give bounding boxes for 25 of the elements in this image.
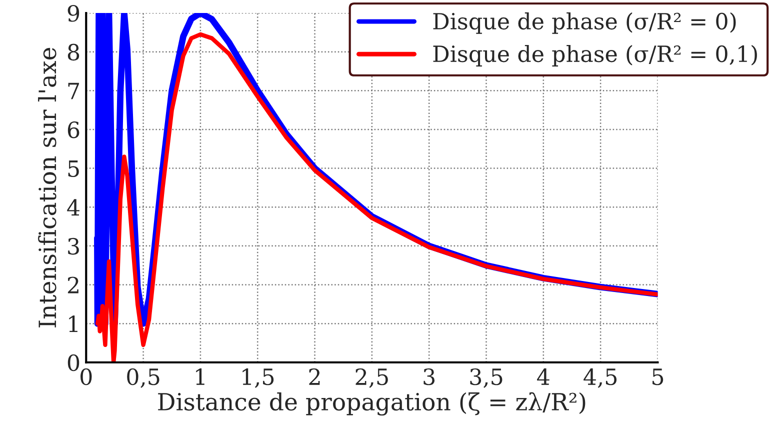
x-tick-label: 2 xyxy=(309,368,320,385)
y-tick-label: 3 xyxy=(68,238,79,255)
y-tick-label: 7 xyxy=(68,82,79,100)
y-tick-label: 6 xyxy=(68,121,80,138)
x-tick-label: 3,5 xyxy=(470,368,502,388)
x-axis-title: Distance de propagation (ζ = zλ/R²) xyxy=(158,392,586,416)
x-tick-label: 4,5 xyxy=(584,368,617,388)
y-tick-label: 5 xyxy=(68,160,79,178)
x-tick-label: 2,5 xyxy=(356,368,388,388)
y-tick-label: 9 xyxy=(68,4,80,22)
y-tick-label: 1 xyxy=(69,316,78,332)
y-tick-label: 0 xyxy=(68,354,80,372)
x-tick-label: 3 xyxy=(424,368,435,386)
x-tick-label: 1 xyxy=(196,368,204,385)
x-tick-label: 0,5 xyxy=(127,368,160,388)
legend-label: Disque de phase (σ/R² = 0,1) xyxy=(433,44,757,67)
legend-label: Disque de phase (σ/R² = 0) xyxy=(433,12,736,34)
y-axis-title: Intensification sur l'axe xyxy=(38,48,56,328)
x-tick-label: 5 xyxy=(652,368,664,386)
x-tick-label: 4 xyxy=(537,368,550,385)
x-tick-label: 1,5 xyxy=(242,368,274,388)
y-tick-label: 8 xyxy=(68,44,80,61)
x-tick-label: 0 xyxy=(80,368,92,386)
y-tick-label: 4 xyxy=(67,199,80,216)
y-tick-label: 2 xyxy=(68,276,78,294)
